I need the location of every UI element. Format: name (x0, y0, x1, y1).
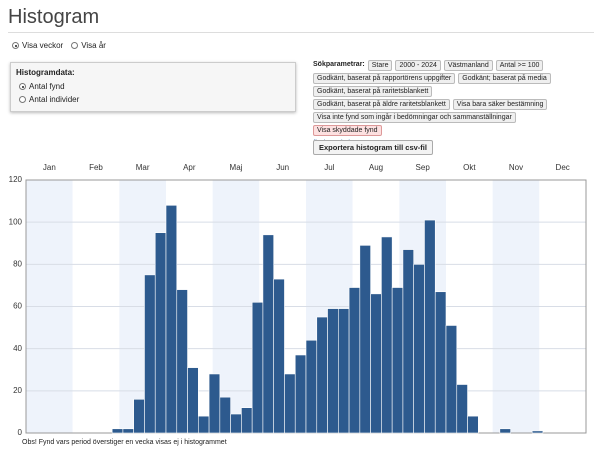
bar (327, 308, 339, 434)
month-label: Maj (230, 163, 243, 172)
month-label: Mar (136, 163, 150, 172)
bar (154, 232, 167, 434)
page-title: Histogram (8, 6, 100, 28)
bar (208, 373, 221, 434)
bar (165, 204, 178, 434)
bar (111, 428, 124, 434)
bar (445, 325, 458, 434)
bar (230, 413, 242, 434)
param-tag: Visa skyddade fynd (313, 125, 382, 136)
param-tag: Stare (367, 60, 393, 71)
radio-label: Antal fynd (29, 82, 65, 91)
bar (273, 278, 285, 434)
bar (187, 367, 199, 434)
bar (305, 339, 318, 434)
y-tick-label: 20 (13, 386, 22, 395)
view-options: Visa veckor Visa år (12, 41, 106, 50)
y-tick-label: 0 (18, 428, 23, 437)
bar (391, 287, 404, 434)
bar (467, 415, 479, 434)
month-label: Apr (183, 163, 196, 172)
title-rule (8, 32, 594, 33)
bar (241, 407, 253, 434)
bar (456, 384, 468, 434)
radio-option[interactable]: Visa veckor (12, 41, 63, 50)
param-tag: Godkänt, baserat på raritetsblankett (313, 86, 433, 97)
param-tag: Godkänt, baserat på rapportörens uppgift… (313, 73, 456, 84)
y-tick-label: 100 (9, 217, 23, 226)
bar (251, 301, 264, 434)
bar (338, 308, 350, 434)
radio-option[interactable]: Antal individer (19, 95, 79, 104)
y-tick-label: 60 (13, 302, 22, 311)
bar (219, 396, 231, 434)
bar (262, 234, 274, 434)
bar (359, 245, 371, 434)
bar (284, 373, 296, 434)
month-label: Aug (369, 163, 383, 172)
bar (133, 398, 145, 434)
bar (122, 428, 134, 434)
bar (316, 316, 328, 434)
bar (176, 289, 188, 434)
bar (144, 274, 156, 434)
param-tag: Godkänt, baserat på äldre raritetsblanke… (313, 99, 450, 110)
month-label: Jun (276, 163, 289, 172)
param-tag: Godkänt; baserat på media (458, 73, 551, 84)
box-label: Histogramdata: (16, 68, 75, 77)
param-tag: 2000 - 2024 (395, 60, 441, 71)
bar (499, 428, 511, 434)
y-tick-label: 80 (13, 259, 22, 268)
histogram-data-box: Histogramdata: Antal fynd Antal individe… (10, 62, 296, 112)
bar (381, 236, 393, 434)
footnote: Obs! Fynd vars period överstiger en veck… (22, 439, 227, 446)
chart: Jan Feb Mar Apr Maj Jun Jul Aug Sep Okt Nov Dec 0 20 4… (9, 163, 587, 437)
radio-label: Antal individer (29, 95, 80, 104)
radio-label: Visa år (81, 41, 106, 50)
month-label: Jul (324, 163, 334, 172)
radio-label: Visa veckor (22, 41, 64, 50)
param-tag: Antal >= 100 (495, 60, 544, 71)
month-label: Dec (556, 163, 570, 172)
month-label: Sep (416, 163, 431, 172)
y-tick-label: 120 (9, 175, 23, 184)
export-button[interactable]: Exportera histogram till csv-fil (313, 140, 433, 155)
radio-option[interactable]: Antal fynd (19, 82, 65, 91)
bar (348, 287, 361, 434)
bar (198, 415, 210, 434)
params-label: Sökparametrar: (313, 61, 365, 68)
month-label: Jan (43, 163, 56, 172)
param-tag: Västmanland (443, 60, 493, 71)
y-tick-label: 40 (13, 344, 22, 353)
bar (413, 264, 425, 434)
month-label: Nov (509, 163, 523, 172)
bar (294, 354, 307, 434)
param-tag: Visa bara säker bestämning (452, 99, 548, 110)
month-label: Feb (89, 163, 103, 172)
bar (370, 293, 382, 434)
radio-option[interactable]: Visa år (71, 41, 106, 50)
bar (531, 430, 544, 434)
search-params: Sökparametrar: Stare 2000 - 2024 Västmanla… (313, 60, 563, 147)
bar (424, 219, 436, 434)
param-tag: Visa inte fynd som ingår i bedömningar o… (313, 112, 516, 123)
month-label: Okt (463, 163, 476, 172)
bar (402, 249, 414, 434)
bar (434, 291, 447, 434)
